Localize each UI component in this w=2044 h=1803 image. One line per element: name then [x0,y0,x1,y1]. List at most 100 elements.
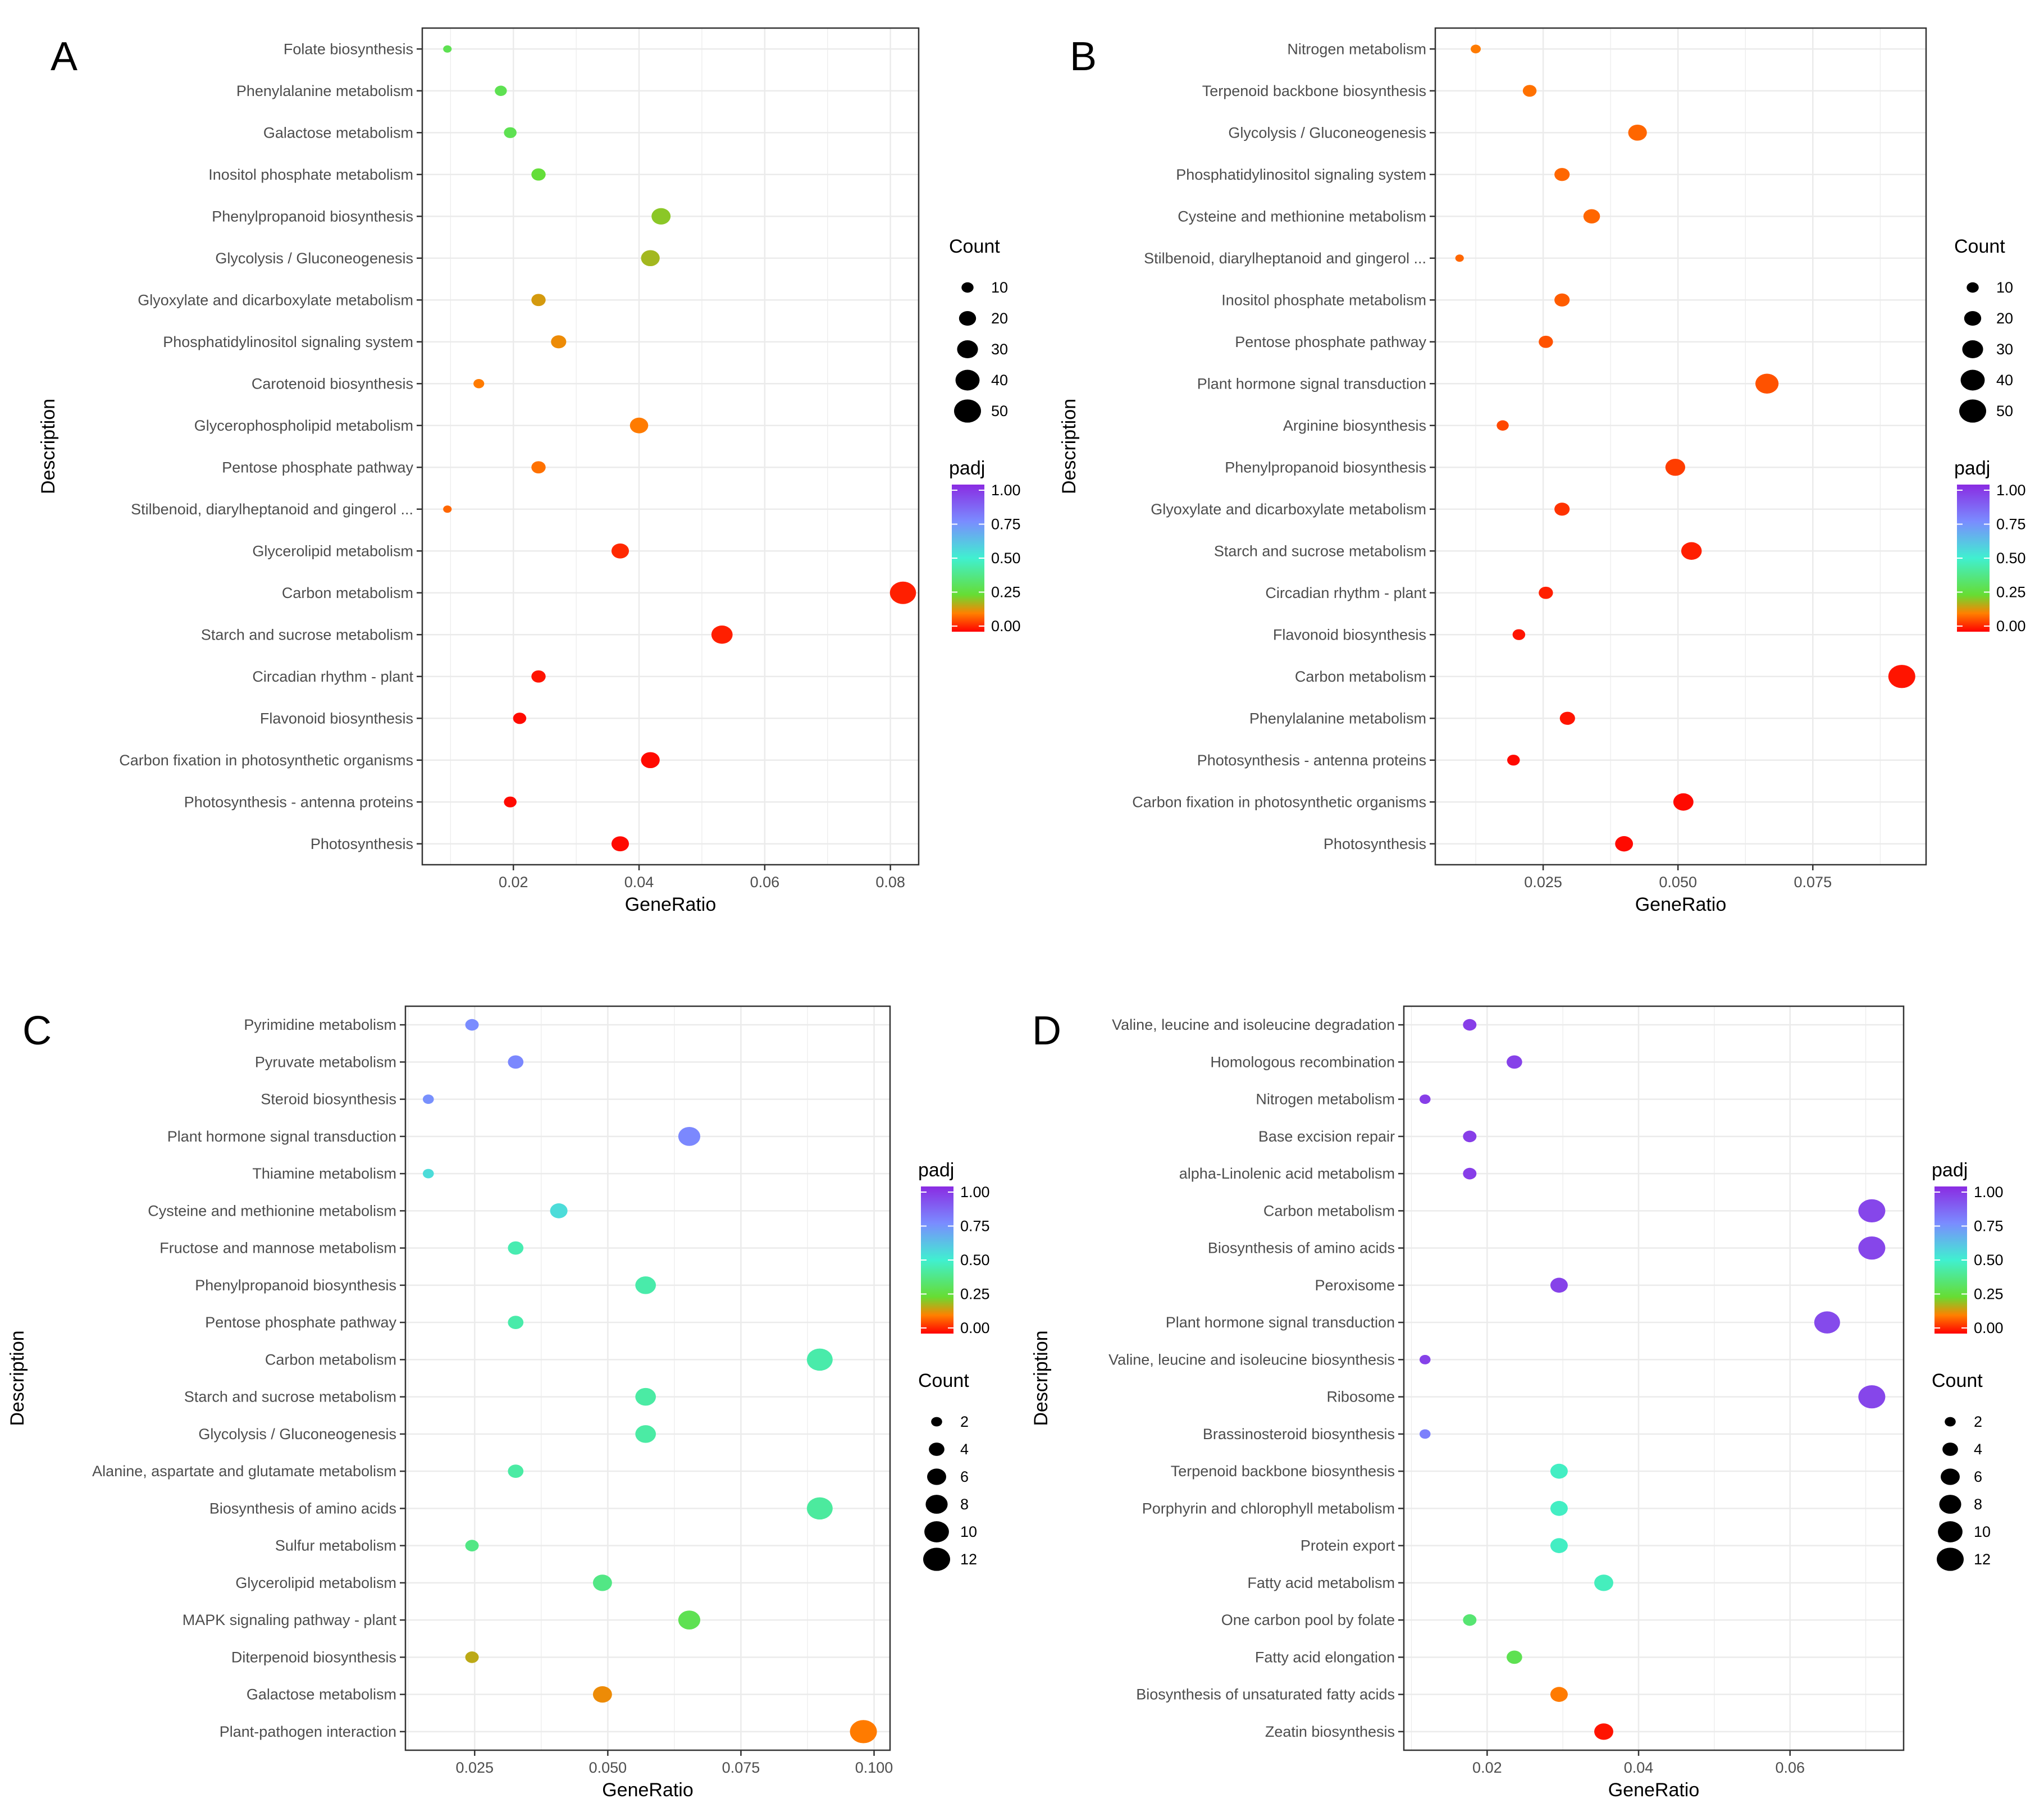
count-legend-key [955,369,980,391]
category-label: Starch and sucrose metabolism [1214,542,1426,559]
category-label: Diterpenoid biosynthesis [231,1649,396,1665]
data-point [1665,459,1686,476]
category-label: Pentose phosphate pathway [205,1314,396,1331]
data-point [635,1276,656,1294]
count-legend-label: 12 [1974,1551,1991,1568]
category-label: Base excision repair [1258,1128,1395,1145]
panel-c: C Pyrimidine metabolism Pyruvate metabolis… [7,1005,990,1801]
count-legend-key [954,399,981,423]
data-point [465,1651,479,1663]
data-point [1755,373,1779,394]
count-legend: Count 10 20 30 40 50 [949,236,1008,423]
data-point [422,1094,434,1104]
y-axis-title: Description [1030,1330,1052,1426]
category-label: Starch and sucrose metabolism [184,1389,396,1405]
count-legend-key [927,1468,946,1485]
count-legend-title: Count [1932,1370,1983,1391]
data-point [629,417,649,433]
count-legend-key [1962,340,1983,358]
x-tick-label: 0.06 [750,874,780,891]
category-label: Galactose metabolism [247,1686,396,1703]
data-point [1681,542,1702,560]
count-legend-key [924,1521,949,1542]
category-label: Carbon fixation in photosynthetic organi… [119,752,413,769]
count-legend-label: 50 [1996,403,2013,419]
padj-legend-label: 1.00 [1996,482,2026,499]
data-point [611,836,629,852]
y-axis-title: Description [38,399,59,494]
data-point [495,85,507,96]
data-point [711,625,733,644]
count-legend-label: 30 [991,341,1008,358]
data-point [592,1686,612,1703]
padj-legend-label: 0.25 [991,584,1021,601]
data-point [1463,1614,1477,1626]
plot-area [405,1006,890,1750]
count-legend-key [961,282,974,293]
data-point [641,250,660,267]
data-point [611,543,629,559]
padj-legend: padj 1.00 0.75 0.50 0.25 0.00 [1954,458,2026,635]
data-point [1419,1094,1431,1104]
data-point [422,1168,434,1179]
category-label: One carbon pool by folate [1221,1612,1395,1628]
data-point [508,1316,524,1330]
data-point [1539,586,1553,599]
padj-legend: padj 1.00 0.75 0.50 0.25 0.00 [1932,1160,2004,1336]
data-point [465,1019,479,1031]
category-label: Glycerolipid metabolism [235,1574,396,1591]
x-tick-label: 0.06 [1775,1759,1805,1776]
padj-legend-label: 0.25 [1974,1286,2004,1303]
x-tick-label: 0.075 [1794,874,1832,891]
count-legend-label: 6 [960,1468,969,1485]
category-label: Glycolysis / Gluconeogenesis [198,1426,396,1443]
data-point [531,670,546,683]
data-point [1471,44,1481,53]
count-legend-title: Count [918,1370,969,1391]
data-point [1507,1650,1522,1664]
data-point [1888,665,1915,688]
padj-legend-label: 0.75 [960,1218,990,1235]
category-label: Phosphatidylinositol signaling system [1176,166,1426,183]
data-point [592,1574,612,1591]
count-legend-label: 4 [960,1441,969,1458]
category-label: Valine, leucine and isoleucine biosynthe… [1108,1351,1395,1368]
data-point [443,45,452,53]
data-point [1539,335,1553,348]
padj-legend-title: padj [1932,1160,1968,1181]
category-label: Cysteine and methionine metabolism [1178,208,1426,225]
panel-d: D Valine, leucine and isoleucine degradat… [1030,1005,2004,1801]
count-legend-label: 2 [960,1413,969,1430]
count-legend-key [1937,1548,1964,1571]
category-label: Cysteine and methionine metabolism [148,1202,396,1219]
count-legend-key [925,1495,948,1514]
category-label: Stilbenoid, diarylheptanoid and gingerol… [131,501,413,518]
data-point [1550,1538,1568,1553]
category-label: Pentose phosphate pathway [222,459,413,476]
data-point [465,1540,479,1551]
category-label: Thiamine metabolism [252,1165,396,1182]
plot-area [1435,28,1926,865]
data-point [1559,711,1575,725]
data-point [1496,420,1509,431]
data-point [1550,1687,1568,1702]
data-point [635,1387,656,1406]
category-label: Homologous recombination [1210,1053,1395,1070]
category-label: Inositol phosphate metabolism [1221,291,1426,308]
category-label: Plant hormone signal transduction [1197,375,1426,392]
count-legend-label: 10 [991,279,1008,296]
data-point [678,1610,701,1629]
data-point [504,796,517,807]
x-tick-label: 0.025 [455,1759,494,1776]
data-point [1814,1311,1840,1334]
x-axis-title: GeneRatio [625,894,717,915]
data-point [1512,629,1526,640]
data-point [1554,168,1570,181]
data-point [508,1464,524,1478]
padj-legend-label: 0.50 [960,1252,990,1268]
plot-border [421,27,920,866]
x-tick-label: 0.100 [855,1759,893,1776]
padj-legend-label: 0.75 [991,516,1021,533]
count-legend: Count 2 4 6 8 10 12 [1932,1370,1991,1571]
x-tick-label: 0.025 [1524,874,1562,891]
